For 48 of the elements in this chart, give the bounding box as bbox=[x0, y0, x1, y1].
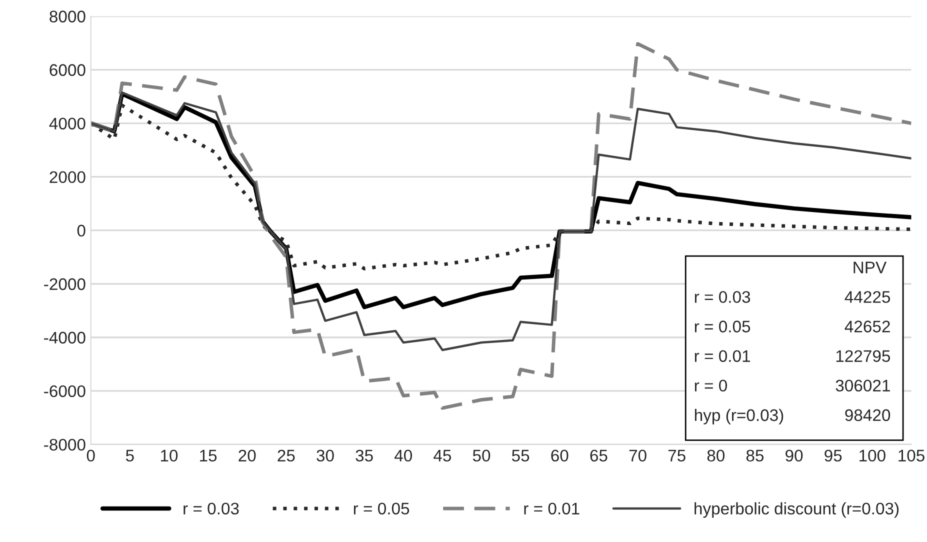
x-tick-label: 100 bbox=[860, 450, 886, 462]
y-tick-label: 6000 bbox=[50, 64, 86, 76]
x-tick-label: 75 bbox=[668, 450, 686, 462]
y-tick-label: -4000 bbox=[44, 332, 86, 344]
x-tick-label: 85 bbox=[746, 450, 764, 462]
x-tick-label: 10 bbox=[160, 450, 178, 462]
x-tick-label: 5 bbox=[126, 450, 134, 462]
line-series bbox=[90, 91, 912, 352]
y-tick-label: -6000 bbox=[44, 385, 86, 398]
annotation: r = 0.01 bbox=[694, 350, 750, 362]
x-tick-label: 60 bbox=[551, 450, 568, 462]
legend-label: r = 0.03 bbox=[184, 502, 239, 514]
x-tick-label: 20 bbox=[238, 450, 256, 462]
annotation: 306021 bbox=[836, 380, 890, 392]
annotation: 98420 bbox=[845, 409, 890, 422]
y-tick-label: -8000 bbox=[44, 438, 86, 451]
legend-label: hyperbolic discount (r=0.03) bbox=[694, 502, 899, 518]
y-tick-label: 0 bbox=[77, 224, 86, 237]
x-tick-label: 90 bbox=[786, 450, 803, 462]
x-tick-label: 35 bbox=[356, 450, 373, 462]
annotation: hyp (r=0.03) bbox=[694, 408, 784, 424]
annotation: 44225 bbox=[844, 291, 890, 303]
annotation: 42652 bbox=[844, 320, 890, 332]
annotation: r = 0.05 bbox=[694, 320, 750, 332]
x-tick-label: 55 bbox=[512, 450, 530, 462]
x-tick-label: 80 bbox=[707, 450, 725, 462]
y-tick-label: 8000 bbox=[50, 10, 86, 22]
line-series bbox=[90, 42, 912, 410]
x-tick-label: 95 bbox=[824, 450, 842, 462]
x-tick-label: 45 bbox=[434, 450, 452, 462]
annotation: 122795 bbox=[836, 350, 890, 362]
legend-label: r = 0.01 bbox=[524, 502, 580, 514]
x-tick-label: 50 bbox=[472, 450, 490, 462]
y-tick-label: 4000 bbox=[49, 118, 86, 130]
annotation: r = 0 bbox=[694, 380, 727, 392]
annotation: NPV bbox=[854, 262, 887, 274]
x-tick-label: 105 bbox=[898, 450, 924, 462]
legend-label: r = 0.05 bbox=[354, 502, 410, 514]
x-tick-label: 30 bbox=[316, 450, 334, 462]
y-tick-label: -2000 bbox=[44, 278, 86, 290]
x-tick-label: 65 bbox=[590, 450, 608, 462]
x-tick-label: 70 bbox=[629, 450, 646, 462]
x-tick-label: 25 bbox=[278, 450, 295, 462]
annotation: r = 0.03 bbox=[694, 291, 750, 303]
x-tick-label: 15 bbox=[200, 450, 217, 462]
x-tick-label: 0 bbox=[86, 450, 95, 462]
x-tick-label: 40 bbox=[394, 450, 412, 462]
y-tick-label: 2000 bbox=[50, 171, 86, 184]
